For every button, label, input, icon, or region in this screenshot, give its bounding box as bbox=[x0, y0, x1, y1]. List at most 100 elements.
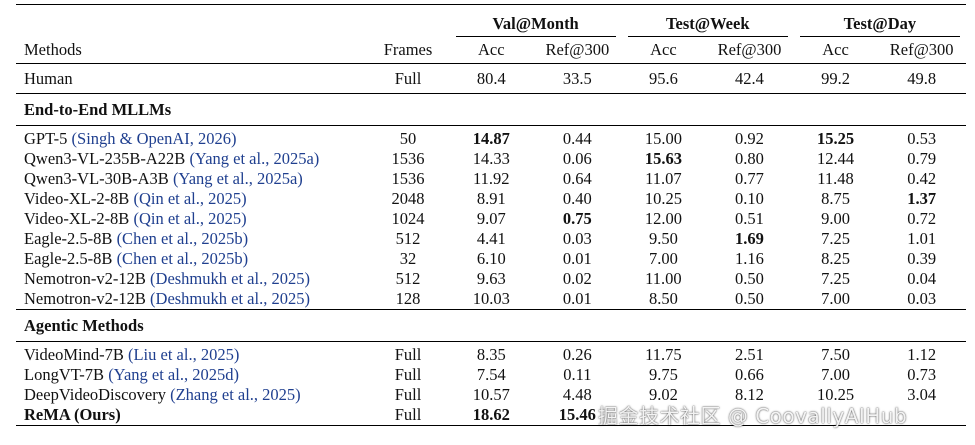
value-cell: 33.5 bbox=[533, 63, 622, 94]
method-name: Qwen3-VL-235B-A22B bbox=[24, 149, 186, 168]
value-cell: 15.63 bbox=[644, 149, 682, 168]
value-cell: 12.44 bbox=[816, 149, 855, 168]
value-cell: 0.01 bbox=[562, 289, 592, 308]
table-row: LongVT-7B (Yang et al., 2025d) Full 7.54 0.… bbox=[16, 365, 966, 385]
citation-link[interactable]: (Qin et al., 2025) bbox=[133, 189, 247, 208]
frames-cell: 1536 bbox=[391, 149, 425, 168]
frames-cell: 32 bbox=[399, 249, 417, 268]
frames-cell: 512 bbox=[395, 229, 421, 248]
agentic-rows: VideoMind-7B (Liu et al., 2025) Full 8.35 0… bbox=[16, 341, 966, 426]
citation-link[interactable]: (Deshmukh et al., 2025) bbox=[150, 289, 310, 308]
value-cell: 9.63 bbox=[476, 269, 506, 288]
method-name: ReMA (Ours) bbox=[24, 405, 121, 424]
section-title: Agentic Methods bbox=[16, 309, 966, 342]
method-name: Qwen3-VL-30B-A3B bbox=[24, 169, 169, 188]
results-table: Val@Month Test@Week Test@Day Methods Fra… bbox=[16, 4, 966, 426]
ref-header: Ref@300 bbox=[889, 40, 954, 59]
value-cell: 0.02 bbox=[562, 269, 592, 288]
method-cell: Qwen3-VL-235B-A22B (Yang et al., 2025a) bbox=[16, 149, 366, 169]
acc-header: Acc bbox=[822, 40, 849, 59]
citation-link[interactable]: (Zhang et al., 2025) bbox=[170, 385, 301, 404]
value-cell: 0.03 bbox=[907, 289, 937, 308]
frames-cell: 1024 bbox=[391, 209, 425, 228]
value-cell: 15.25 bbox=[793, 125, 878, 149]
method-cell: GPT-5 (Singh & OpenAI, 2026) bbox=[16, 125, 367, 149]
value-cell: 99.2 bbox=[793, 63, 878, 94]
method-cell: Nemotron-v2-12B (Deshmukh et al., 2025) bbox=[16, 289, 366, 310]
column-header-row: Methods Frames Acc Ref@300 Acc Ref@300 A… bbox=[16, 37, 966, 64]
section-title: End-to-End MLLMs bbox=[16, 93, 966, 126]
citation-link[interactable]: (Liu et al., 2025) bbox=[127, 345, 240, 364]
section-row-end-to-end: End-to-End MLLMs bbox=[16, 93, 966, 126]
method-cell: Eagle-2.5-8B (Chen et al., 2025b) bbox=[16, 229, 366, 249]
citation-link[interactable]: (Qin et al., 2025) bbox=[133, 209, 247, 228]
method-cell: Qwen3-VL-30B-A3B (Yang et al., 2025a) bbox=[16, 169, 366, 189]
citation-link[interactable]: (Deshmukh et al., 2025) bbox=[150, 269, 310, 288]
value-cell: 0.92 bbox=[705, 125, 794, 149]
table-row: Video-XL-2-8B (Qin et al., 2025) 1024 9.07… bbox=[16, 209, 966, 229]
value-cell: 0.06 bbox=[562, 149, 592, 168]
frames-cell: Full bbox=[394, 385, 422, 404]
value-cell: 8.25 bbox=[821, 249, 850, 268]
table-row: Eagle-2.5-8B (Chen et al., 2025b) 32 6.10 0… bbox=[16, 249, 966, 269]
value-cell: 8.35 bbox=[449, 341, 534, 365]
value-cell: 0.40 bbox=[562, 189, 592, 208]
value-cell: 0.77 bbox=[735, 169, 764, 188]
value-cell: 10.25 bbox=[816, 385, 855, 404]
value-cell: 0.04 bbox=[907, 269, 937, 288]
method-name: Human bbox=[16, 63, 367, 94]
results-table-container: Val@Month Test@Week Test@Day Methods Fra… bbox=[16, 4, 966, 426]
value-cell: 0.44 bbox=[533, 125, 622, 149]
value-cell: 95.6 bbox=[621, 63, 706, 94]
value-cell: 1.69 bbox=[735, 229, 764, 248]
table-row: Qwen3-VL-235B-A22B (Yang et al., 2025a) 1… bbox=[16, 149, 966, 169]
value-cell: 11.75 bbox=[621, 341, 706, 365]
value-cell: 9.50 bbox=[648, 229, 678, 248]
value-cell: 10.57 bbox=[472, 385, 510, 404]
citation-link[interactable]: (Yang et al., 2025a) bbox=[172, 169, 303, 188]
method-name: Eagle-2.5-8B bbox=[24, 229, 113, 248]
value-cell: 42.4 bbox=[705, 63, 794, 94]
citation-link[interactable]: (Yang et al., 2025a) bbox=[189, 149, 320, 168]
value-cell: 0.53 bbox=[877, 125, 966, 149]
group-header-val-month: Val@Month bbox=[449, 4, 622, 37]
value-cell: 3.04 bbox=[907, 385, 937, 404]
method-name: DeepVideoDiscovery bbox=[24, 385, 166, 404]
method-name: GPT-5 bbox=[24, 129, 68, 148]
value-cell: 8.12 bbox=[735, 385, 764, 404]
citation-link[interactable]: (Chen et al., 2025b) bbox=[116, 229, 249, 248]
frames-cell: Full bbox=[366, 63, 450, 94]
method-cell: Video-XL-2-8B (Qin et al., 2025) bbox=[16, 189, 366, 209]
value-cell: 0.11 bbox=[563, 365, 592, 384]
citation-link[interactable]: (Chen et al., 2025b) bbox=[116, 249, 249, 268]
value-cell: 11.00 bbox=[645, 269, 682, 288]
value-cell: 0.51 bbox=[735, 209, 764, 228]
value-cell: 1.37 bbox=[907, 189, 937, 208]
value-cell: 4.41 bbox=[476, 229, 506, 248]
value-cell: 7.00 bbox=[648, 249, 678, 268]
value-cell: 0.50 bbox=[735, 289, 764, 308]
watermark: 掘金技术社区 @ CoovallyAIHub bbox=[598, 404, 908, 428]
value-cell: 11.48 bbox=[817, 169, 854, 188]
citation-link[interactable]: (Singh & OpenAI, 2026) bbox=[71, 129, 237, 148]
value-cell: 7.25 bbox=[821, 229, 850, 248]
citation-link[interactable]: (Yang et al., 2025d) bbox=[108, 365, 239, 384]
value-cell: 0.39 bbox=[907, 249, 937, 268]
method-cell: Video-XL-2-8B (Qin et al., 2025) bbox=[16, 209, 366, 229]
value-cell: 0.80 bbox=[735, 149, 764, 168]
table-row: GPT-5 (Singh & OpenAI, 2026) 50 14.87 0.44 1… bbox=[16, 125, 966, 149]
ref-header: Ref@300 bbox=[545, 40, 610, 59]
value-cell: 0.10 bbox=[735, 189, 764, 208]
e2e-rows: GPT-5 (Singh & OpenAI, 2026) 50 14.87 0.44 1… bbox=[16, 125, 966, 310]
method-cell: Nemotron-v2-12B (Deshmukh et al., 2025) bbox=[16, 269, 366, 289]
acc-header: Acc bbox=[478, 40, 505, 59]
value-cell: 80.4 bbox=[449, 63, 534, 94]
value-cell: 8.91 bbox=[476, 189, 506, 208]
value-cell: 7.50 bbox=[793, 341, 878, 365]
group-header-test-day: Test@Day bbox=[793, 4, 966, 37]
table-row: DeepVideoDiscovery (Zhang et al., 2025) F… bbox=[16, 385, 966, 405]
frames-header: Frames bbox=[383, 40, 433, 59]
value-cell: 0.79 bbox=[907, 149, 937, 168]
value-cell: 0.66 bbox=[735, 365, 764, 384]
value-cell: 6.10 bbox=[476, 249, 506, 268]
